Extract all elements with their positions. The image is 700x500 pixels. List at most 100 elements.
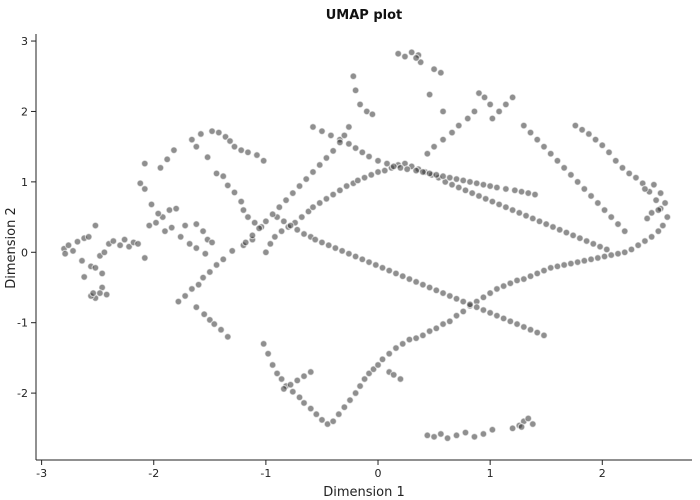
data-point	[295, 182, 304, 190]
data-point	[322, 194, 331, 203]
data-point	[385, 266, 394, 275]
data-point	[614, 220, 622, 229]
data-point	[430, 142, 438, 151]
data-point	[322, 154, 331, 162]
data-point	[533, 269, 542, 278]
data-point	[542, 220, 551, 229]
data-point	[463, 114, 472, 123]
data-point	[194, 280, 203, 289]
data-point	[492, 284, 501, 293]
data-point	[300, 399, 308, 407]
data-point	[407, 48, 416, 57]
data-point	[208, 238, 216, 247]
data-point	[187, 135, 196, 144]
y-axis-label: Dimension 2	[4, 207, 19, 289]
data-point	[145, 221, 154, 230]
y-axis: -2 -1 0 1 2 3	[17, 34, 37, 460]
data-point	[508, 93, 517, 102]
data-point	[172, 204, 181, 213]
data-point	[510, 186, 519, 195]
data-point	[466, 177, 474, 186]
data-point	[161, 227, 169, 236]
data-point	[618, 163, 627, 172]
data-point	[403, 165, 412, 174]
data-point	[423, 149, 432, 158]
data-point	[569, 231, 578, 240]
data-point	[470, 107, 479, 116]
data-point	[611, 156, 620, 165]
data-point	[351, 86, 360, 95]
data-point	[486, 289, 495, 298]
data-point	[486, 308, 495, 317]
data-point	[600, 206, 609, 214]
y-tick-label: 1	[21, 176, 28, 189]
data-point	[360, 173, 369, 182]
y-tick-label: 0	[21, 246, 28, 259]
data-point	[327, 131, 335, 140]
data-point	[306, 404, 315, 413]
data-point	[120, 235, 129, 244]
data-point	[389, 370, 398, 379]
data-point	[286, 221, 295, 230]
data-point	[571, 121, 580, 130]
data-point	[244, 213, 252, 221]
data-point	[423, 431, 432, 440]
data-point	[587, 255, 595, 264]
data-point	[270, 232, 279, 241]
data-point	[275, 203, 284, 212]
data-point	[174, 297, 183, 306]
data-point	[239, 206, 248, 214]
data-point	[367, 170, 376, 179]
data-point	[598, 141, 607, 150]
data-point	[212, 169, 221, 178]
data-point	[486, 182, 495, 190]
data-point	[398, 339, 407, 348]
data-point	[219, 172, 228, 181]
x-tick-label: -2	[148, 467, 159, 480]
x-tick-label: -3	[36, 467, 47, 480]
data-point	[540, 142, 548, 151]
data-point	[443, 434, 452, 443]
data-point	[351, 389, 360, 398]
plot-area	[60, 48, 672, 443]
data-point	[501, 185, 510, 193]
data-point	[445, 173, 454, 182]
data-point	[192, 303, 201, 312]
data-point	[602, 245, 611, 254]
data-point	[481, 194, 490, 203]
data-point	[540, 331, 548, 340]
data-point	[358, 255, 367, 264]
data-point	[170, 146, 178, 155]
data-point	[479, 306, 488, 314]
data-point	[587, 192, 595, 200]
data-point	[228, 246, 237, 255]
data-point	[91, 221, 100, 230]
data-point	[448, 128, 456, 137]
data-point	[318, 415, 326, 424]
data-point	[452, 311, 461, 320]
data-point	[335, 186, 344, 195]
data-point	[244, 148, 252, 157]
data-point	[196, 130, 205, 138]
data-point	[596, 242, 604, 251]
data-point	[109, 237, 118, 245]
data-point	[546, 263, 555, 272]
data-point	[344, 249, 353, 258]
data-point	[466, 300, 474, 309]
data-point	[492, 311, 501, 320]
data-point	[553, 262, 562, 271]
data-point	[412, 277, 421, 286]
data-point	[268, 361, 277, 369]
data-point	[344, 139, 353, 148]
data-point	[392, 269, 400, 278]
data-point	[300, 372, 308, 381]
data-point	[396, 163, 405, 172]
data-point	[392, 344, 400, 352]
data-point	[517, 423, 526, 431]
data-point	[495, 200, 504, 209]
data-point	[201, 249, 210, 258]
data-point	[250, 218, 259, 227]
data-point	[351, 252, 360, 261]
data-point	[300, 230, 308, 238]
